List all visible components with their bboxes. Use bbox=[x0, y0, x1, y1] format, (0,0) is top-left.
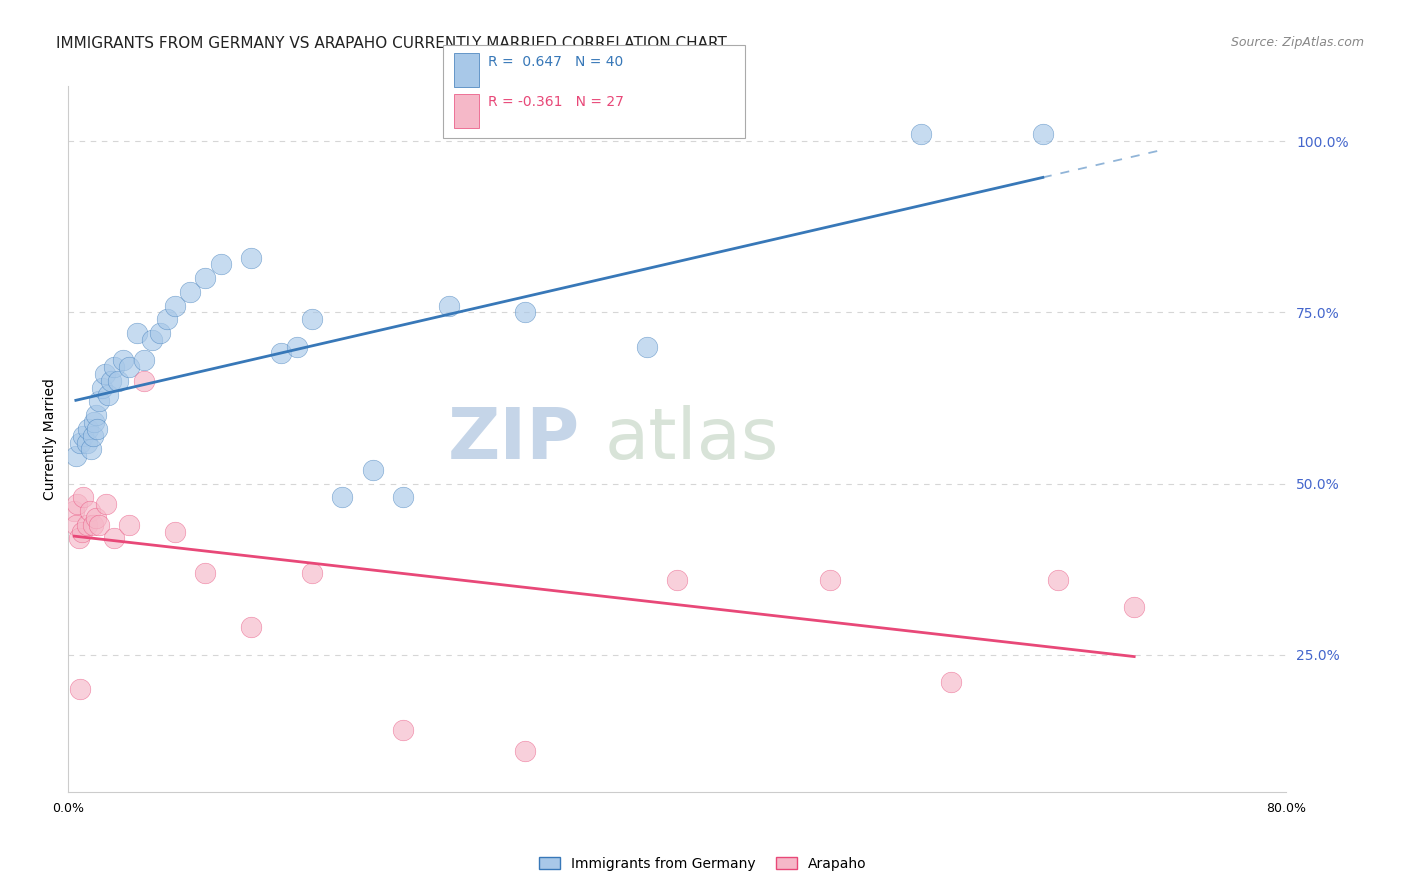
Point bbox=[392, 723, 415, 738]
Point bbox=[301, 566, 323, 580]
Point bbox=[76, 517, 98, 532]
Legend: Immigrants from Germany, Arapaho: Immigrants from Germany, Arapaho bbox=[533, 851, 873, 876]
Point bbox=[163, 299, 186, 313]
Text: atlas: atlas bbox=[605, 405, 779, 474]
Point bbox=[156, 312, 179, 326]
Point bbox=[239, 251, 262, 265]
Point bbox=[67, 532, 90, 546]
Point bbox=[392, 491, 415, 505]
Point bbox=[941, 675, 963, 690]
Point bbox=[72, 428, 94, 442]
Point bbox=[910, 128, 932, 142]
Text: R =  0.647   N = 40: R = 0.647 N = 40 bbox=[488, 55, 623, 70]
Point bbox=[513, 305, 536, 319]
Point bbox=[97, 387, 120, 401]
Point bbox=[87, 517, 110, 532]
Point bbox=[72, 491, 94, 505]
Point bbox=[107, 374, 129, 388]
Point bbox=[513, 744, 536, 758]
Point bbox=[69, 682, 91, 697]
Point bbox=[437, 299, 460, 313]
Point bbox=[69, 435, 91, 450]
Point bbox=[84, 408, 107, 422]
Point bbox=[239, 620, 262, 634]
Point bbox=[330, 491, 353, 505]
Point bbox=[361, 463, 384, 477]
Text: ZIP: ZIP bbox=[447, 405, 579, 474]
Point bbox=[194, 271, 217, 285]
Point bbox=[1123, 599, 1146, 614]
Point bbox=[83, 415, 105, 429]
Point bbox=[112, 353, 135, 368]
Point bbox=[666, 573, 689, 587]
Point bbox=[86, 422, 108, 436]
Point bbox=[118, 360, 141, 375]
Y-axis label: Currently Married: Currently Married bbox=[44, 378, 58, 500]
Point bbox=[100, 374, 122, 388]
Point bbox=[84, 511, 107, 525]
Point bbox=[149, 326, 172, 340]
Point bbox=[270, 346, 292, 360]
Point bbox=[80, 442, 103, 457]
Point bbox=[66, 497, 89, 511]
Point bbox=[636, 340, 658, 354]
Point bbox=[103, 360, 125, 375]
Text: R = -0.361   N = 27: R = -0.361 N = 27 bbox=[488, 95, 624, 110]
Point bbox=[94, 367, 117, 381]
Point bbox=[103, 532, 125, 546]
Point bbox=[194, 566, 217, 580]
Point bbox=[125, 326, 148, 340]
Point bbox=[179, 285, 201, 299]
Point bbox=[82, 428, 104, 442]
Point bbox=[70, 524, 93, 539]
Point bbox=[82, 517, 104, 532]
Point bbox=[118, 517, 141, 532]
Point bbox=[818, 573, 841, 587]
Point bbox=[285, 340, 308, 354]
Point bbox=[1032, 128, 1054, 142]
Text: IMMIGRANTS FROM GERMANY VS ARAPAHO CURRENTLY MARRIED CORRELATION CHART: IMMIGRANTS FROM GERMANY VS ARAPAHO CURRE… bbox=[56, 36, 727, 51]
Point bbox=[96, 497, 118, 511]
Point bbox=[134, 374, 156, 388]
Point bbox=[65, 449, 87, 463]
Point bbox=[63, 504, 86, 518]
Point bbox=[301, 312, 323, 326]
Point bbox=[76, 435, 98, 450]
Point bbox=[77, 422, 100, 436]
Point bbox=[134, 353, 156, 368]
Point bbox=[141, 333, 163, 347]
Point bbox=[1047, 573, 1070, 587]
Point bbox=[65, 517, 87, 532]
Point bbox=[90, 381, 112, 395]
Point bbox=[163, 524, 186, 539]
Point bbox=[209, 257, 232, 271]
Text: Source: ZipAtlas.com: Source: ZipAtlas.com bbox=[1230, 36, 1364, 49]
Point bbox=[87, 394, 110, 409]
Point bbox=[79, 504, 101, 518]
